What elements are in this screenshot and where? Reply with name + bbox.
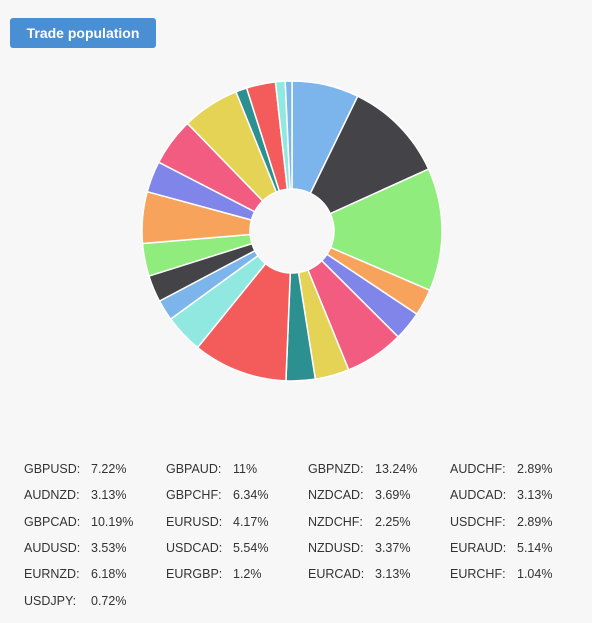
legend-item: EURAUD: 5.14% (450, 535, 592, 561)
donut-slice-gbpnzd[interactable] (329, 168, 443, 292)
legend-item-value: 3.13% (91, 488, 127, 503)
legend-item-value: 6.34% (233, 488, 269, 503)
legend-item-value: 10.19% (91, 514, 134, 529)
legend-grid: GBPUSD: 7.22% GBPAUD: 11% GBPNZD: 13.24% AUDCH… (24, 456, 584, 614)
legend-item: EURGBP: 1.2% (166, 561, 308, 587)
legend-item: GBPUSD: 7.22% (24, 456, 166, 482)
legend-item: NZDCHF: 2.25% (308, 509, 450, 535)
legend-item: GBPNZD: 13.24% (308, 456, 450, 482)
legend-item: EURCAD: 3.13% (308, 561, 450, 587)
donut-slice-gbpcad[interactable] (196, 262, 292, 382)
legend-item-name: GBPNZD: (308, 462, 364, 477)
legend-item: EURNZD: 6.18% (24, 561, 166, 587)
legend-item-name: GBPAUD: (166, 462, 222, 477)
legend-item-name: EURGBP: (166, 567, 223, 582)
legend-item-value: 6.18% (91, 567, 127, 582)
legend-item-value: 5.54% (233, 541, 269, 556)
legend-item: NZDCAD: 3.69% (308, 482, 450, 508)
donut-slice-usdjpy[interactable] (284, 80, 293, 190)
legend-item: AUDCAD: 3.13% (450, 482, 592, 508)
legend-item-value: 4.17% (233, 514, 269, 529)
trade-population-button[interactable]: Trade population (10, 18, 156, 48)
legend-item-name: AUDCHF: (450, 462, 506, 477)
legend-item: EURUSD: 4.17% (166, 509, 308, 535)
legend-item-name: AUDNZD: (24, 488, 80, 503)
legend-item: USDJPY: 0.72% (24, 587, 166, 613)
legend-item-value: 2.89% (517, 462, 553, 477)
legend-item-value: 3.13% (517, 488, 553, 503)
legend-item-value: 11% (233, 462, 258, 477)
legend-item: GBPAUD: 11% (166, 456, 308, 482)
legend-item-name: USDCHF: (450, 514, 506, 529)
legend-item-value: 1.2% (233, 567, 262, 582)
chart-area (0, 60, 592, 400)
legend-item-name: USDJPY: (24, 593, 77, 608)
legend-item: USDCAD: 5.54% (166, 535, 308, 561)
legend-item-value: 13.24% (375, 462, 418, 477)
legend-item-name: EURNZD: (24, 567, 80, 582)
legend-item-name: EURCAD: (308, 567, 365, 582)
legend-item: AUDCHF: 2.89% (450, 456, 592, 482)
legend-item-name: EURCHF: (450, 567, 506, 582)
legend-item-value: 1.04% (517, 567, 553, 582)
legend-item-name: GBPCHF: (166, 488, 222, 503)
legend-item: USDCHF: 2.89% (450, 509, 592, 535)
legend-item-value: 2.89% (517, 514, 553, 529)
legend-item-name: NZDUSD: (308, 541, 364, 556)
donut-slice-gbpaud[interactable] (309, 95, 430, 215)
legend-item-name: GBPCAD: (24, 514, 81, 529)
legend-item-value: 3.53% (91, 541, 127, 556)
legend-item-value: 2.25% (375, 514, 411, 529)
legend-item-name: NZDCAD: (308, 488, 364, 503)
legend-item-value: 5.14% (517, 541, 553, 556)
legend-item-name: USDCAD: (166, 541, 223, 556)
legend-item-value: 0.72% (91, 593, 127, 608)
legend-item: AUDNZD: 3.13% (24, 482, 166, 508)
legend-item-name: GBPUSD: (24, 462, 81, 477)
legend-item-value: 7.22% (91, 462, 127, 477)
legend-item-value: 3.37% (375, 541, 411, 556)
legend-item: EURCHF: 1.04% (450, 561, 592, 587)
legend-item-name: EURAUD: (450, 541, 507, 556)
legend: GBPUSD: 7.22% GBPAUD: 11% GBPNZD: 13.24% AUDCH… (24, 456, 584, 614)
legend-item: GBPCAD: 10.19% (24, 509, 166, 535)
donut-chart (141, 80, 443, 382)
legend-item-name: NZDCHF: (308, 514, 363, 529)
legend-item-name: AUDCAD: (450, 488, 507, 503)
legend-item-name: AUDUSD: (24, 541, 81, 556)
legend-item: GBPCHF: 6.34% (166, 482, 308, 508)
legend-item-name: EURUSD: (166, 514, 223, 529)
legend-item: NZDUSD: 3.37% (308, 535, 450, 561)
legend-item-value: 3.69% (375, 488, 411, 503)
legend-item: AUDUSD: 3.53% (24, 535, 166, 561)
legend-item-value: 3.13% (375, 567, 411, 582)
